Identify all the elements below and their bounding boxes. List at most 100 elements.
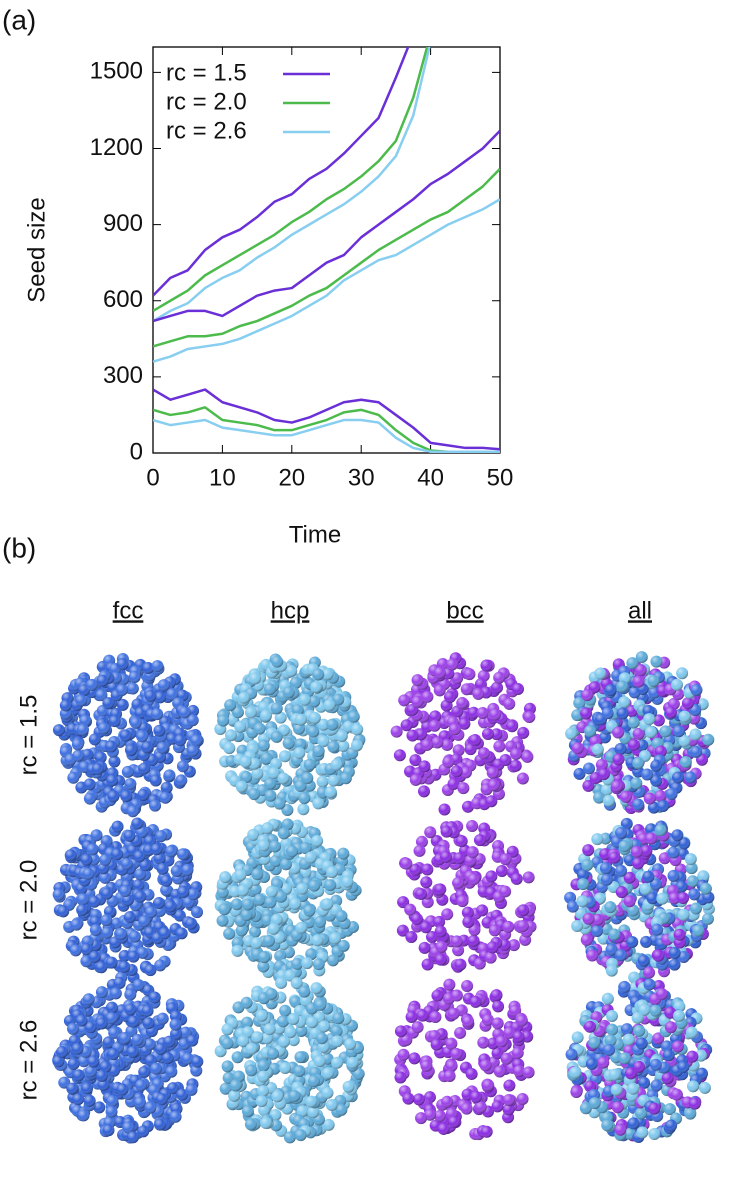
atom-shade — [231, 945, 243, 957]
atom-shade — [669, 947, 681, 959]
atom-shade — [117, 658, 129, 670]
atom-shade — [77, 893, 89, 905]
atom-shade — [264, 896, 276, 908]
atom-shade — [638, 955, 650, 967]
atom-shade — [608, 852, 620, 864]
atom-shade — [240, 756, 252, 768]
atom-shade — [594, 667, 606, 679]
atom-shade — [641, 768, 653, 780]
atom-shade — [134, 891, 146, 903]
atom-shade — [591, 925, 603, 937]
atom-shade — [643, 967, 655, 979]
atom-shade — [415, 888, 427, 900]
atom-shade — [159, 792, 171, 804]
atom-shade — [467, 846, 479, 858]
atom-shade — [307, 726, 319, 738]
atom-shade — [254, 723, 266, 735]
atom-shade — [327, 741, 339, 753]
atom-shade — [237, 884, 249, 896]
atom-shade — [158, 679, 170, 691]
atom-shade — [615, 743, 627, 755]
atom-shade — [441, 826, 453, 838]
atom-shade — [165, 845, 177, 857]
y-tick-label: 600 — [103, 286, 143, 313]
atom-shade — [632, 857, 644, 869]
atom-shade — [124, 989, 136, 1001]
atom-shade — [668, 870, 680, 882]
atom-shade — [91, 829, 103, 841]
atom-shade — [80, 854, 92, 866]
atom-shade — [603, 795, 615, 807]
atom-shade — [283, 686, 295, 698]
atom-shade — [605, 684, 617, 696]
atom-shade — [582, 780, 594, 792]
atom-shade — [107, 790, 119, 802]
atom-shade — [486, 941, 498, 953]
atom-shade — [191, 906, 203, 918]
atom-shade — [123, 830, 135, 842]
atom-shade — [462, 916, 474, 928]
atom-shade — [523, 871, 535, 883]
atom-shade — [482, 728, 494, 740]
atom-shade — [478, 747, 490, 759]
atom-shade — [654, 790, 666, 802]
atom-shade — [669, 959, 681, 971]
atom-shade — [499, 853, 511, 865]
atom-shade — [580, 708, 592, 720]
atom-shade — [612, 753, 624, 765]
y-tick-label: 300 — [103, 362, 143, 389]
atom-shade — [690, 684, 702, 696]
atom-shade — [153, 897, 165, 909]
atom-shade — [411, 913, 423, 925]
legend-label: rc = 1.5 — [166, 59, 247, 86]
atom-shade — [452, 877, 464, 889]
atom-shade — [278, 827, 290, 839]
atom-shade — [435, 925, 447, 937]
atom-shade — [238, 692, 250, 704]
atom-shade — [127, 682, 139, 694]
atom-shade — [406, 730, 418, 742]
atom-shade — [673, 725, 685, 737]
atom-shade — [271, 656, 283, 668]
line — [153, 420, 500, 452]
panel-label: (b) — [2, 532, 36, 563]
atom-shade — [119, 885, 131, 897]
column-label: bcc — [446, 597, 483, 624]
column-label: hcp — [271, 597, 310, 624]
atom-shade — [690, 728, 702, 740]
atom-shade — [138, 915, 150, 927]
x-tick-label: 40 — [417, 464, 444, 491]
atom-shade — [101, 927, 113, 939]
atom-shade — [581, 689, 593, 701]
atom-shade — [491, 682, 503, 694]
atom-shade — [125, 744, 137, 756]
atom-shade — [449, 723, 461, 735]
atom-shade — [451, 765, 463, 777]
atom-shade — [303, 905, 315, 917]
atom-shade — [472, 688, 484, 700]
atom-shade — [690, 746, 702, 758]
atom-shade — [251, 868, 263, 880]
atom-shade — [120, 790, 132, 802]
atom-shade — [583, 913, 595, 925]
atom-shade — [265, 790, 277, 802]
atom-shade — [517, 773, 529, 785]
atom-shade — [254, 894, 266, 906]
atom-shade — [584, 725, 596, 737]
atom-shade — [606, 965, 618, 977]
atom-shade — [616, 886, 628, 898]
atom-shade — [109, 715, 121, 727]
atom-shade — [420, 876, 432, 888]
y-tick-label: 0 — [130, 438, 143, 465]
atom-shade — [503, 698, 515, 710]
atom-shade — [273, 798, 285, 810]
atom-shade — [336, 730, 348, 742]
atom-shade — [297, 803, 309, 815]
atom-shade — [179, 706, 191, 718]
atom-shade — [337, 848, 349, 860]
atom-shade — [463, 668, 475, 680]
atom-shade — [424, 826, 436, 838]
atom-shade — [89, 733, 101, 745]
atom-shade — [309, 712, 321, 724]
atom-shade — [351, 739, 363, 751]
